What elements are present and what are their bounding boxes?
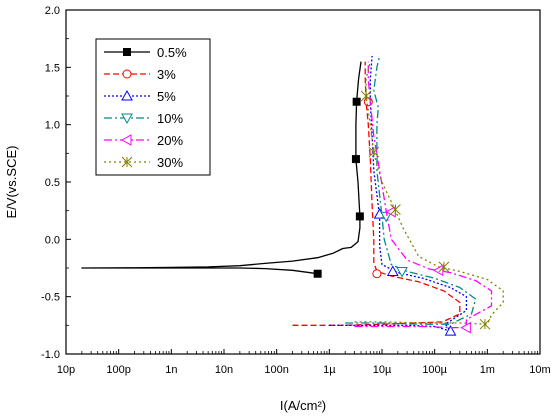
series-5: [354, 61, 493, 334]
series-4: [345, 55, 477, 325]
legend-item: 10%: [104, 111, 183, 126]
x-axis-title: I(A/cm²): [280, 398, 326, 413]
legend-marker: [121, 89, 133, 101]
data-point: [355, 212, 364, 221]
legend-item: 30%: [104, 155, 183, 170]
data-point: [372, 269, 382, 279]
series-line: [354, 61, 493, 329]
legend-label: 30%: [157, 155, 183, 170]
data-point: [479, 318, 491, 330]
y-tick-label: -0.5: [41, 292, 60, 304]
x-tick-label: 10p: [57, 364, 75, 376]
x-tick-label: 10µ: [373, 364, 392, 376]
legend-item: 20%: [104, 133, 183, 148]
data-point: [438, 261, 450, 273]
legend-marker: [120, 134, 132, 146]
y-tick-label: 0.5: [45, 177, 60, 189]
legend-label: 3%: [157, 67, 176, 82]
y-tick-label: 0.0: [45, 234, 60, 246]
legend-item: 5%: [104, 89, 176, 104]
series-3: [329, 55, 468, 336]
data-point: [351, 155, 360, 164]
x-axis: 10p 100p 1n 10n 100n 1µ 10µ 100µ 1m 10m: [57, 349, 551, 376]
data-point: [386, 265, 399, 276]
legend-marker: [122, 69, 132, 79]
legend-marker: [121, 113, 133, 125]
data-point: [360, 90, 372, 102]
y-tick-label: 1.0: [45, 120, 60, 132]
x-tick-label: 1n: [165, 364, 177, 376]
data-point: [352, 97, 361, 106]
legend-item: 0.5%: [104, 45, 187, 60]
legend-label: 0.5%: [157, 45, 187, 60]
legend-label: 20%: [157, 133, 183, 148]
data-point: [460, 321, 471, 334]
y-tick-label: 1.5: [45, 62, 60, 74]
x-tick-label: 100µ: [422, 364, 447, 376]
data-point: [444, 325, 457, 336]
x-tick-label: 1µ: [323, 364, 336, 376]
series-line: [329, 55, 468, 332]
series-line: [354, 61, 504, 325]
legend: 0.5% 3% 5% 10% 20% 30%: [95, 38, 211, 176]
data-point: [368, 146, 380, 158]
x-tick-label: 100n: [264, 364, 288, 376]
x-tick-label: 100p: [106, 364, 130, 376]
y-tick-label: -1.0: [41, 349, 60, 361]
y-axis-title: E/V(vs.SCE): [4, 146, 19, 219]
legend-label: 5%: [157, 89, 176, 104]
series-line: [81, 61, 362, 275]
x-tick-label: 1m: [480, 364, 495, 376]
x-tick-label: 10m: [529, 364, 550, 376]
series-6: [354, 61, 504, 330]
data-point: [432, 264, 444, 277]
series-line: [345, 55, 477, 325]
data-point: [390, 204, 401, 215]
series-line: [292, 61, 461, 326]
legend-marker: [121, 156, 133, 168]
x-tick-label: 10n: [215, 364, 233, 376]
legend-item: 3%: [104, 67, 176, 82]
legend-box: [95, 38, 211, 176]
y-axis: -1.0 -0.5 0.0 0.5 1.0 1.5 2.0: [41, 5, 71, 361]
legend-label: 10%: [157, 111, 183, 126]
series-layer: [81, 55, 504, 336]
data-point: [313, 269, 322, 278]
data-point: [396, 266, 408, 278]
series-1: [81, 61, 364, 278]
legend-marker: [123, 48, 131, 56]
y-tick-label: 2.0: [45, 5, 60, 17]
